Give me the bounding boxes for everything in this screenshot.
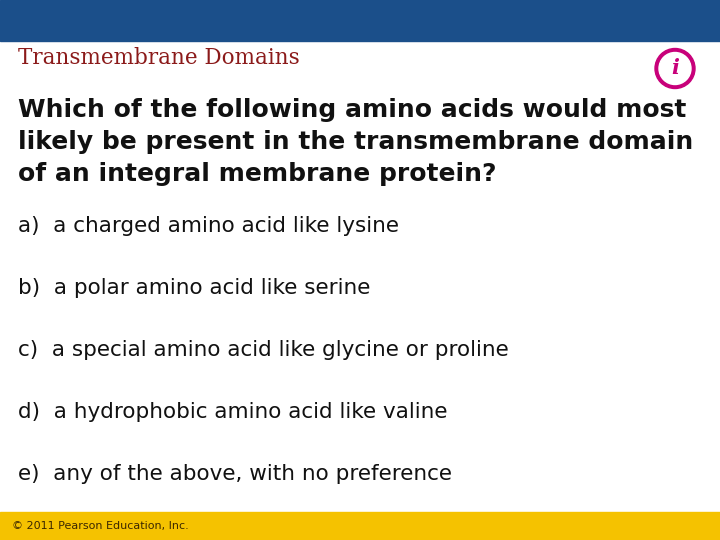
- Text: © 2011 Pearson Education, Inc.: © 2011 Pearson Education, Inc.: [12, 521, 189, 531]
- Text: Which of the following amino acids would most: Which of the following amino acids would…: [18, 98, 686, 123]
- Bar: [0, 512, 720, 540]
- Text: a)  a charged amino acid like lysine: a) a charged amino acid like lysine: [18, 217, 399, 237]
- Bar: [0, 0, 720, 40]
- Text: b)  a polar amino acid like serine: b) a polar amino acid like serine: [18, 279, 370, 299]
- Text: Transmembrane Domains: Transmembrane Domains: [18, 46, 300, 69]
- Text: likely be present in the transmembrane domain: likely be present in the transmembrane d…: [18, 131, 693, 154]
- Text: c)  a special amino acid like glycine or proline: c) a special amino acid like glycine or …: [18, 341, 509, 361]
- Text: i: i: [671, 57, 679, 78]
- Text: of an integral membrane protein?: of an integral membrane protein?: [18, 163, 497, 186]
- Text: d)  a hydrophobic amino acid like valine: d) a hydrophobic amino acid like valine: [18, 402, 448, 422]
- Circle shape: [659, 52, 691, 84]
- Text: e)  any of the above, with no preference: e) any of the above, with no preference: [18, 464, 452, 484]
- Circle shape: [655, 49, 695, 89]
